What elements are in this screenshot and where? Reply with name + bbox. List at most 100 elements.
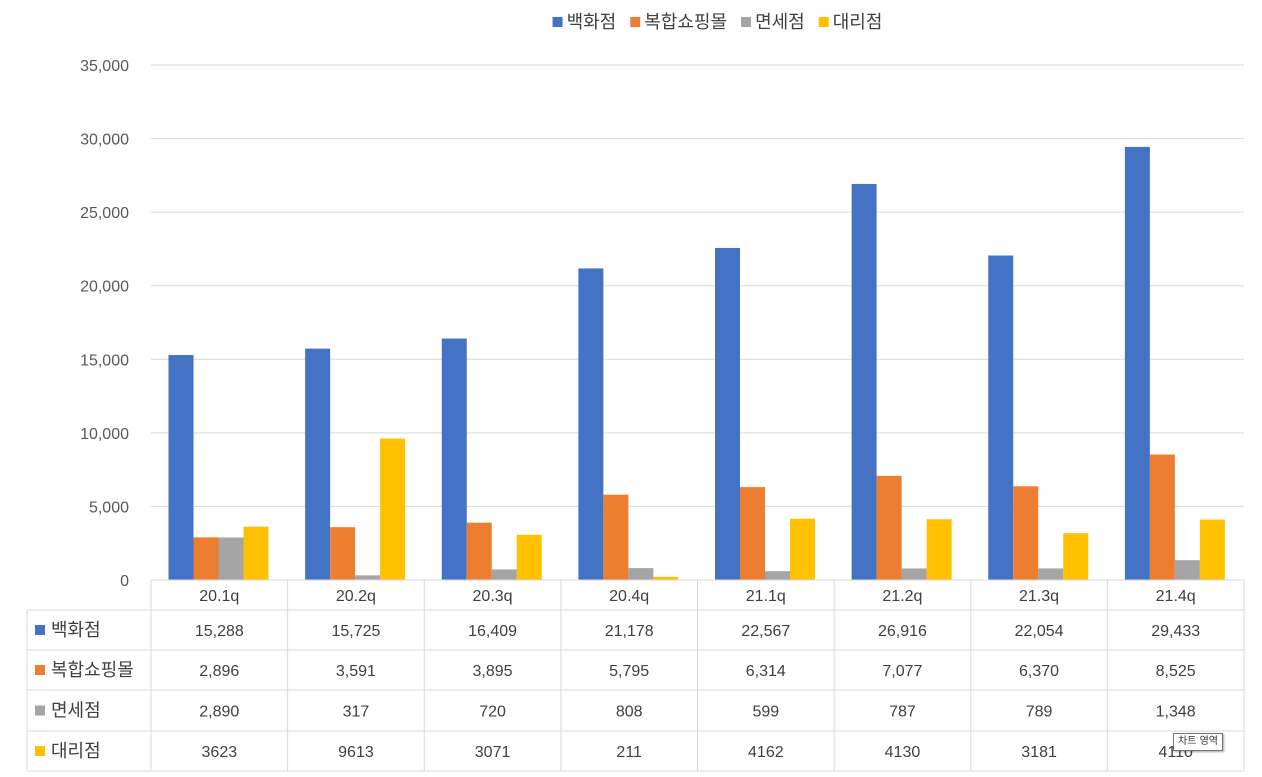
data-label: 211 [616, 744, 642, 761]
y-tick-label: 35,000 [80, 58, 129, 75]
data-label: 3181 [1021, 744, 1057, 761]
data-label: 3623 [202, 744, 238, 761]
data-label: 16,409 [468, 623, 517, 640]
legend-item: 대리점 [818, 12, 883, 32]
bar [901, 568, 927, 580]
bar [578, 268, 604, 580]
x-tick-label: 20.3q [473, 588, 513, 605]
legend-swatch [552, 17, 563, 27]
data-label: 3,895 [473, 663, 513, 680]
y-tick-label: 0 [120, 573, 129, 590]
data-label: 4130 [885, 744, 921, 761]
data-label: 26,916 [878, 623, 927, 640]
data-label: 7,077 [882, 663, 922, 680]
data-label: 15,288 [195, 623, 244, 640]
legend-label: 백화점 [567, 12, 617, 32]
data-label: 8,525 [1156, 663, 1196, 680]
bar [441, 338, 467, 580]
y-tick-label: 15,000 [80, 352, 129, 369]
bar [330, 527, 356, 580]
bar [1124, 146, 1150, 580]
data-label: 21,178 [605, 623, 654, 640]
legend-label: 대리점 [833, 12, 883, 32]
legend-swatch [818, 17, 829, 27]
bar [740, 487, 765, 580]
table-series-name: 대리점 [51, 741, 101, 761]
bar [355, 575, 381, 580]
bar [926, 519, 952, 580]
y-tick-label: 5,000 [89, 499, 129, 516]
bar [876, 475, 902, 580]
data-label: 808 [616, 704, 643, 721]
bar [380, 438, 406, 580]
bar [1063, 533, 1089, 580]
bar [765, 571, 790, 580]
data-label: 6,370 [1019, 663, 1059, 680]
table-legend-key [35, 705, 45, 716]
data-label: 22,567 [741, 623, 790, 640]
bar [466, 522, 492, 580]
bar [790, 518, 815, 580]
x-tick-label: 20.2q [336, 588, 376, 605]
data-label: 789 [1026, 704, 1053, 721]
data-label: 3,591 [336, 663, 376, 680]
data-label: 15,725 [331, 623, 380, 640]
table-legend-key [35, 625, 45, 635]
y-tick-label: 30,000 [80, 132, 129, 149]
y-tick-label: 20,000 [80, 279, 129, 296]
bar [516, 534, 542, 580]
legend-label: 면세점 [755, 12, 805, 32]
bar [1013, 486, 1039, 580]
bar [1038, 568, 1064, 580]
data-label: 2,890 [199, 704, 239, 721]
data-table: 20.1q 20.2q 20.3q 20.4q 21.1q 21.2q 21.3q 21.4q… [26, 579, 1245, 772]
x-tick-label: 20.1q [199, 588, 239, 605]
legend: 백화점 복합쇼핑몰 면세점 대리점 [552, 12, 883, 32]
bar [305, 348, 331, 580]
table-legend-key [35, 746, 45, 756]
bar [491, 569, 517, 580]
bar [193, 537, 219, 580]
gridlines [151, 64, 1244, 507]
legend-label: 복합쇼핑몰 [644, 12, 727, 32]
data-label: 22,054 [1015, 623, 1064, 640]
data-label: 4162 [748, 744, 784, 761]
x-tick-label: 20.4q [609, 588, 649, 605]
data-label: 787 [889, 704, 916, 721]
y-tick-label: 10,000 [80, 426, 129, 443]
bar [243, 526, 269, 580]
table-series-name: 면세점 [51, 701, 101, 721]
y-axis-tick-labels: 0 5,000 10,000 15,000 20,000 25,000 30,000 35,0… [80, 58, 129, 590]
data-label: 6,314 [746, 663, 786, 680]
bars [168, 146, 1225, 580]
bar [628, 568, 654, 580]
bar [1174, 560, 1200, 580]
bar [988, 255, 1014, 580]
legend-swatch [630, 17, 641, 27]
data-label: 599 [752, 704, 779, 721]
bar [715, 247, 740, 580]
bar [1149, 454, 1175, 580]
legend-swatch [741, 17, 752, 27]
x-tick-label: 21.1q [746, 588, 786, 605]
x-tick-label: 21.4q [1156, 588, 1196, 605]
data-label: 9613 [338, 744, 374, 761]
data-label: 3071 [475, 744, 511, 761]
y-tick-label: 25,000 [80, 205, 129, 222]
table-legend-key [35, 665, 45, 675]
bar [603, 494, 629, 580]
bar [1199, 519, 1225, 580]
bar [851, 183, 877, 580]
legend-item: 복합쇼핑몰 [630, 12, 727, 32]
data-label: 5,795 [609, 663, 649, 680]
chart-area-tooltip: 차트 영역 [1173, 733, 1223, 751]
legend-item: 백화점 [552, 12, 617, 32]
x-tick-label: 21.2q [882, 588, 922, 605]
data-label: 317 [343, 704, 370, 721]
data-label: 1,348 [1156, 704, 1196, 721]
x-tick-label: 21.3q [1019, 588, 1059, 605]
table-series-name: 복합쇼핑몰 [51, 660, 134, 680]
bar [218, 537, 244, 580]
data-label: 720 [479, 704, 506, 721]
data-label: 2,896 [199, 663, 239, 680]
